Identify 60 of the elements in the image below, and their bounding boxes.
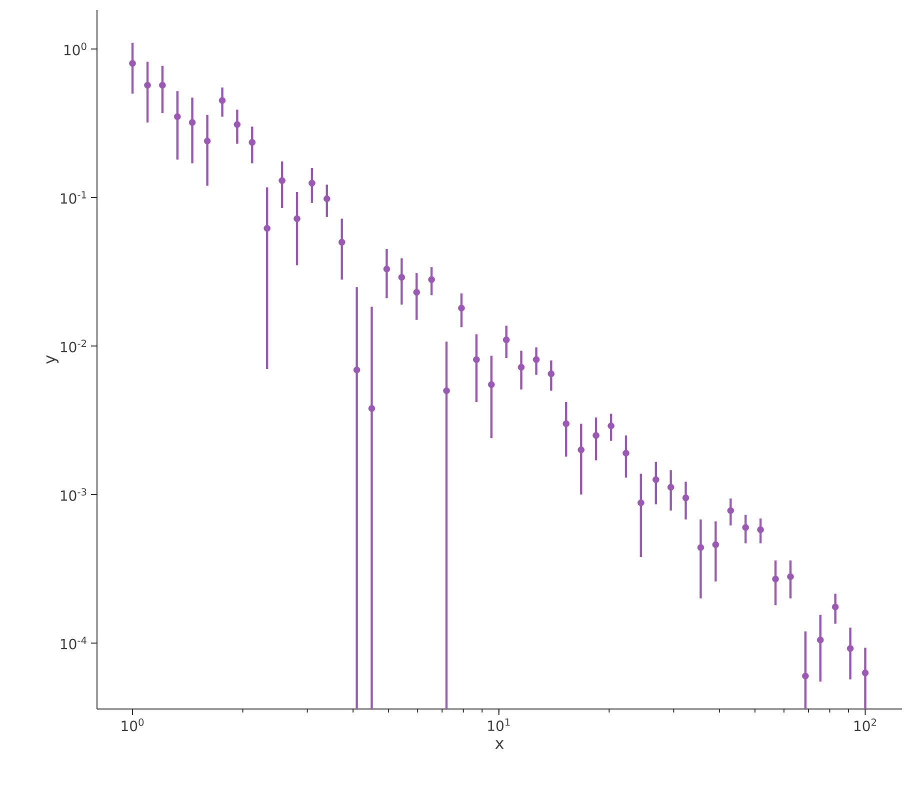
point xyxy=(278,177,286,184)
point xyxy=(592,432,600,439)
point xyxy=(353,366,360,374)
x-tick-label: 10$^{0}$ xyxy=(122,718,144,732)
point xyxy=(622,450,630,457)
point xyxy=(682,494,690,502)
point xyxy=(413,288,420,296)
point xyxy=(234,121,241,128)
point xyxy=(488,381,495,388)
point xyxy=(174,113,181,120)
point xyxy=(323,195,330,202)
point xyxy=(144,82,151,89)
point xyxy=(458,304,465,312)
point xyxy=(802,672,809,680)
point xyxy=(398,274,406,281)
point xyxy=(578,446,585,454)
y-tick-label: 10$^{-3}$ xyxy=(60,488,86,501)
point xyxy=(652,476,660,484)
point xyxy=(727,507,734,514)
point xyxy=(562,420,570,428)
point xyxy=(862,669,869,676)
point xyxy=(218,97,226,104)
point xyxy=(294,215,300,222)
point xyxy=(667,484,674,491)
point xyxy=(518,364,525,371)
point xyxy=(757,526,764,534)
point xyxy=(308,180,316,187)
y-tick-label: 10$^{-2}$ xyxy=(60,340,86,352)
point xyxy=(846,645,854,652)
point xyxy=(816,636,824,644)
point xyxy=(712,541,720,548)
point xyxy=(248,138,256,146)
point xyxy=(129,60,136,67)
point xyxy=(548,370,555,378)
point xyxy=(532,356,540,364)
point xyxy=(832,604,839,610)
point xyxy=(772,576,779,582)
x-tick-label: 10$^{2}$ xyxy=(854,718,876,732)
point xyxy=(443,387,450,394)
point xyxy=(742,524,750,531)
point xyxy=(473,356,480,364)
y-tick-label: 10$^{-1}$ xyxy=(60,191,86,204)
x-axis-title: x xyxy=(495,740,504,749)
point xyxy=(159,82,166,89)
point xyxy=(368,405,376,412)
point xyxy=(787,573,794,580)
point xyxy=(608,422,614,430)
point xyxy=(204,138,211,144)
point xyxy=(697,544,704,551)
point xyxy=(188,119,196,126)
x-tick-label: 10$^{1}$ xyxy=(488,718,510,732)
point xyxy=(264,224,270,232)
point xyxy=(428,276,435,284)
point xyxy=(383,266,390,272)
point xyxy=(638,499,644,506)
y-tick-label: 10$^{-4}$ xyxy=(60,636,86,650)
point xyxy=(338,238,346,246)
point xyxy=(502,336,510,344)
y-tick-label: 10$^{0}$ xyxy=(64,42,86,56)
y-axis-title: y xyxy=(46,355,59,364)
